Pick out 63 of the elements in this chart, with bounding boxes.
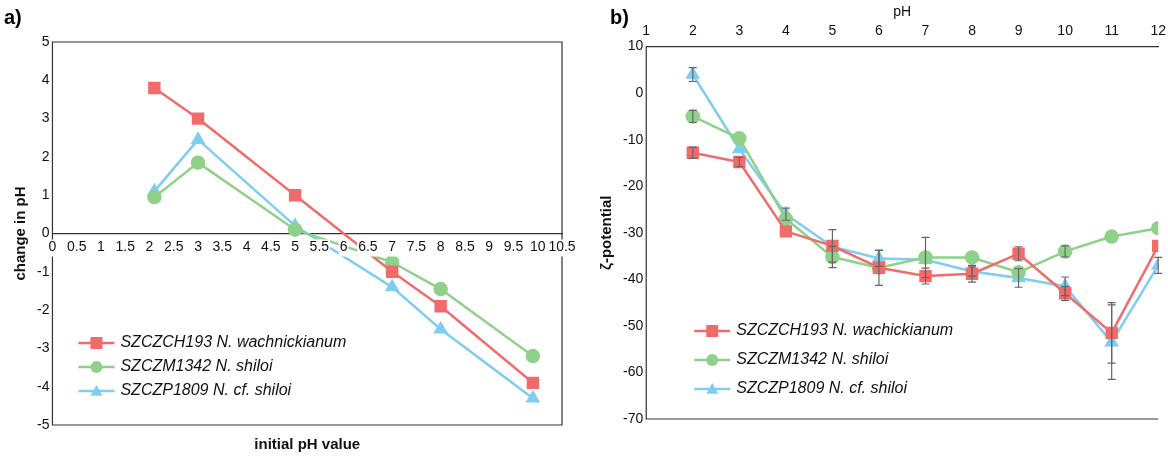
x-tick-label: 10 [1057, 22, 1074, 39]
text: a) [4, 6, 22, 29]
x-tick-label: 2 [688, 22, 697, 39]
y-tick-label: 1 [41, 186, 50, 203]
x-tick-label: 9 [1014, 22, 1023, 39]
x-tick-label: 3.5 [212, 238, 233, 255]
text: b) [610, 6, 629, 29]
x-tick-label: 7 [388, 238, 397, 255]
x-tick-label: 6 [339, 238, 348, 255]
y-tick-label: -20 [623, 177, 644, 194]
y-tick-label: 0 [635, 84, 644, 101]
y-tick-label: -60 [623, 363, 644, 380]
x-tick-label: 1.5 [115, 238, 136, 255]
legend-label: SZCZP1809 N. cf. shiloi [120, 381, 292, 399]
x-tick-label: 3 [194, 238, 203, 255]
x-tick-label: 8.5 [455, 238, 475, 255]
y-tick-label: -5 [37, 415, 50, 432]
x-axis-title: initial pH value [254, 435, 361, 453]
x-tick-label: 4.5 [261, 238, 281, 255]
y-tick-label: 2 [41, 147, 50, 164]
y-tick-label: -30 [623, 223, 644, 240]
y-tick-label: -50 [623, 316, 644, 333]
x-tick-label: 5 [828, 22, 837, 39]
x-tick-label: 7 [921, 22, 930, 39]
y-tick-label: 3 [41, 109, 50, 126]
legend-label: SZCZM1342 N. shiloi [120, 357, 273, 375]
legend-label: SZCZP1809 N. cf. shiloi [736, 379, 908, 397]
y-tick-label: 4 [41, 71, 50, 88]
y-tick-label: -70 [623, 409, 644, 426]
x-tick-label: 6.5 [358, 238, 378, 255]
x-tick-label: 4 [781, 22, 790, 39]
legend-label: SZCZCH193 N. wachickianum [736, 321, 954, 339]
x-axis-title: pH [893, 3, 912, 20]
x-tick-label: 3 [735, 22, 744, 39]
x-tick-label: 2 [145, 238, 154, 255]
legend-label: SZCZM1342 N. shiloi [736, 350, 889, 368]
x-tick-label: 6 [875, 22, 884, 39]
x-tick-label: 8 [436, 238, 445, 255]
x-tick-label: 10.5 [548, 238, 576, 255]
y-tick-label: -3 [37, 339, 50, 356]
y-axis-title: change in pH [11, 186, 29, 281]
x-tick-label: 8 [968, 22, 977, 39]
x-tick-label: 4 [242, 238, 251, 255]
y-tick-label: -40 [623, 270, 644, 287]
x-tick-label: 9 [485, 238, 494, 255]
x-tick-label: 11 [1104, 22, 1120, 39]
x-tick-label: 0.5 [66, 238, 87, 255]
y-tick-label: 0 [41, 224, 50, 241]
y-tick-label: -4 [37, 377, 50, 394]
x-tick-label: 12 [1150, 22, 1167, 39]
x-tick-label: 9.5 [503, 238, 524, 255]
x-tick-label: 5.5 [309, 238, 330, 255]
y-tick-label: -10 [623, 130, 644, 147]
x-tick-label: 7.5 [406, 238, 427, 255]
y-tick-label: -1 [37, 262, 50, 279]
x-tick-label: 1 [97, 238, 106, 255]
x-tick-label: 10 [529, 238, 546, 255]
x-tick-label: 5 [291, 238, 300, 255]
x-tick-label: 2.5 [164, 238, 184, 255]
y-tick-label: -2 [37, 300, 50, 317]
legend-label: SZCZCH193 N. wachnickianum [120, 333, 347, 351]
y-tick-label: 10 [627, 37, 644, 54]
y-axis-title: ζ-potential [597, 195, 615, 270]
